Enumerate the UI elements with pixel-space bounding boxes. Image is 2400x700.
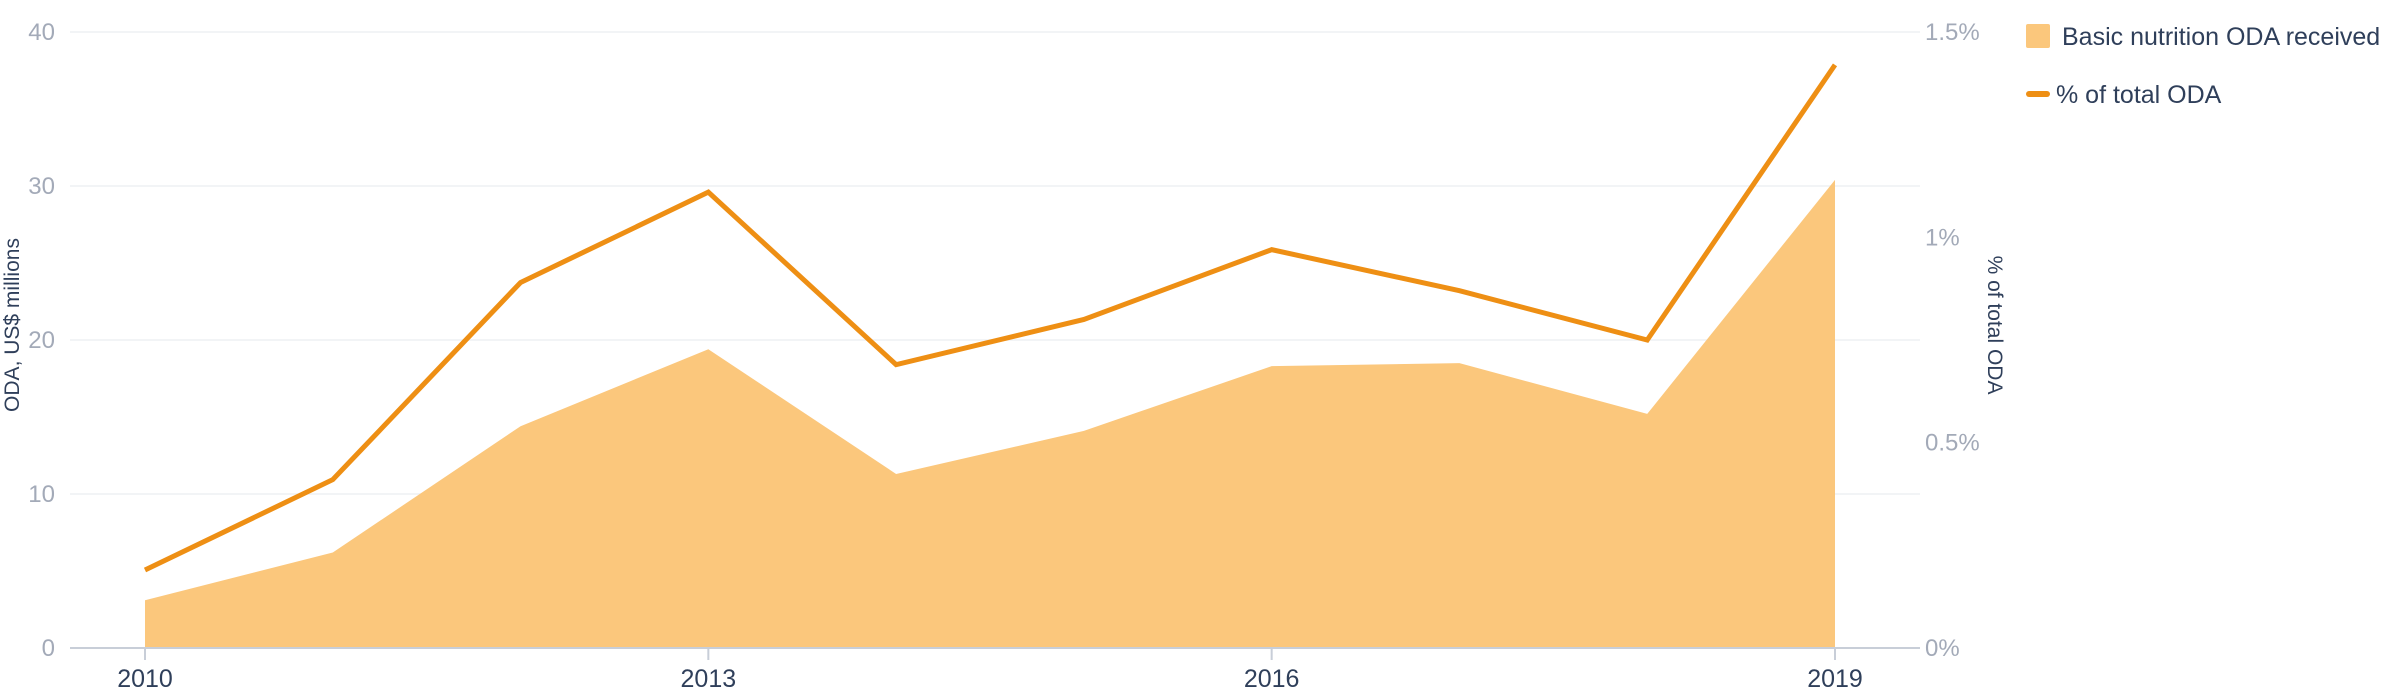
area-point [1832,177,1838,183]
axes: 0 10 20 30 40 0% 0.5% 1% 1.5% 2010 2013 2016 2019 ODA… [1,19,2006,693]
line-point [1269,247,1275,253]
area-point [518,423,524,429]
line-point [1832,62,1838,68]
area-point [705,346,711,352]
legend-swatch-area [2026,24,2050,48]
x-tick-label: 2010 [117,665,173,693]
area-point [1456,360,1462,366]
y-left-tick-label: 0 [42,635,55,662]
area-series-layer [142,177,1838,648]
area-point [1269,363,1275,369]
y-right-tick-label: 1% [1925,224,1960,251]
y-right-tick-label: 1.5% [1925,19,1980,46]
area-point [330,550,336,556]
y-left-tick-label: 10 [28,481,55,508]
y-left-tick-label: 40 [28,19,55,46]
y-right-tick-label: 0% [1925,635,1960,662]
line-series-layer [142,62,1838,573]
line-point [705,189,711,195]
legend-item-area[interactable]: Basic nutrition ODA received [2026,23,2380,51]
line-point [330,477,336,483]
legend-item-line[interactable]: % of total ODA [2026,81,2222,109]
line-point [893,362,899,368]
y-right-axis-title: % of total ODA [1983,256,2006,395]
legend-label-area: Basic nutrition ODA received [2062,23,2380,51]
line-point [518,280,524,286]
line-point [1081,316,1087,322]
y-left-axis-title: ODA, US$ millions [1,238,24,412]
area-series-basic-nutrition-oda [145,179,1835,648]
area-point [1081,428,1087,434]
area-point [893,471,899,477]
area-point [1644,411,1650,417]
x-tick-label: 2016 [1244,665,1300,693]
line-point [142,567,148,573]
legend[interactable]: Basic nutrition ODA received % of total O… [2026,23,2380,109]
area-point [142,597,148,603]
line-series-pct-total-oda [143,63,1838,573]
legend-label-line: % of total ODA [2056,81,2222,109]
x-tick-label: 2013 [681,665,737,693]
legend-swatch-line [2026,91,2050,97]
y-left-tick-label: 20 [28,327,55,354]
y-left-tick-label: 30 [28,173,55,200]
line-point [1644,337,1650,343]
line-point [1456,288,1462,294]
y-right-tick-label: 0.5% [1925,430,1980,457]
x-tick-label: 2019 [1807,665,1863,693]
